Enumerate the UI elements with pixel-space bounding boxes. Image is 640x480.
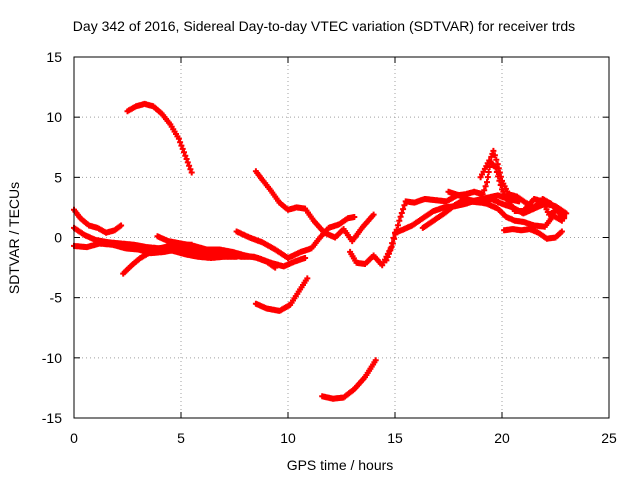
data-point	[389, 240, 396, 247]
data-point	[497, 182, 504, 188]
data-point	[304, 275, 311, 282]
y-axis-label: SDTVAR / TECUs	[6, 182, 22, 294]
data-point	[479, 191, 486, 198]
x-tick-label: 10	[280, 430, 296, 446]
data-point	[370, 211, 377, 218]
data-point	[383, 257, 390, 264]
data-point	[401, 202, 408, 209]
data-point	[484, 174, 491, 181]
series-track-d	[319, 357, 379, 402]
series-track-o	[501, 226, 565, 242]
data-point	[495, 173, 502, 180]
data-point	[179, 145, 186, 152]
data-point	[397, 213, 404, 220]
data-point	[491, 152, 498, 159]
y-tick-label: -5	[50, 290, 63, 306]
data-point	[184, 159, 191, 166]
data-point	[558, 217, 565, 224]
grid	[74, 57, 609, 418]
data-point	[400, 206, 407, 213]
x-tick-label: 20	[494, 430, 510, 446]
data-point	[492, 164, 499, 171]
series-track-b	[252, 168, 377, 245]
x-tick-label: 0	[70, 430, 78, 446]
data-points	[71, 100, 570, 402]
data-point	[182, 152, 189, 159]
data-point	[395, 222, 401, 229]
series-track-a	[124, 100, 195, 176]
y-tick-label: -15	[42, 410, 62, 426]
y-tick-label: 10	[46, 109, 62, 125]
data-point	[481, 187, 488, 194]
series-track-n	[477, 157, 568, 220]
data-point	[490, 147, 497, 154]
axis-ticks: 0 5 10 15 20 25 -15 -10 -5 0 5 10 15	[42, 49, 617, 446]
data-point	[388, 243, 395, 250]
series-track-p	[445, 188, 570, 217]
data-point	[558, 228, 565, 235]
y-tick-label: 0	[54, 230, 62, 246]
data-point	[387, 247, 394, 254]
data-point	[186, 162, 193, 169]
data-point	[386, 250, 392, 257]
series-track-c	[252, 275, 311, 314]
data-point	[482, 183, 489, 190]
x-tick-label: 5	[177, 430, 185, 446]
data-point	[393, 226, 400, 233]
data-point	[177, 139, 184, 146]
data-point	[496, 177, 503, 184]
data-point	[118, 222, 125, 229]
y-tick-label: -10	[42, 350, 62, 366]
data-point	[493, 169, 500, 175]
y-tick-label: 5	[54, 169, 62, 185]
y-tick-label: 15	[46, 49, 62, 65]
data-point	[188, 169, 195, 176]
data-point	[351, 214, 358, 220]
data-point	[187, 166, 194, 173]
chart-title: Day 342 of 2016, Sidereal Day-to-day VTE…	[73, 18, 575, 34]
data-point	[391, 235, 398, 242]
data-point	[302, 255, 309, 261]
x-tick-label: 15	[387, 430, 403, 446]
data-point	[396, 217, 403, 224]
data-point	[372, 357, 379, 364]
data-point	[493, 156, 500, 163]
data-point	[181, 149, 187, 156]
data-point	[183, 156, 190, 162]
data-point	[392, 231, 399, 238]
series-track-j	[233, 214, 358, 261]
data-point	[175, 135, 182, 142]
data-point	[398, 210, 405, 216]
series-track-i	[154, 233, 309, 270]
data-point	[384, 254, 391, 260]
data-point	[178, 142, 185, 149]
x-axis-label: GPS time / hours	[287, 457, 394, 473]
data-point	[563, 210, 570, 217]
x-tick-label: 25	[601, 430, 617, 446]
series-track-e	[71, 206, 125, 236]
